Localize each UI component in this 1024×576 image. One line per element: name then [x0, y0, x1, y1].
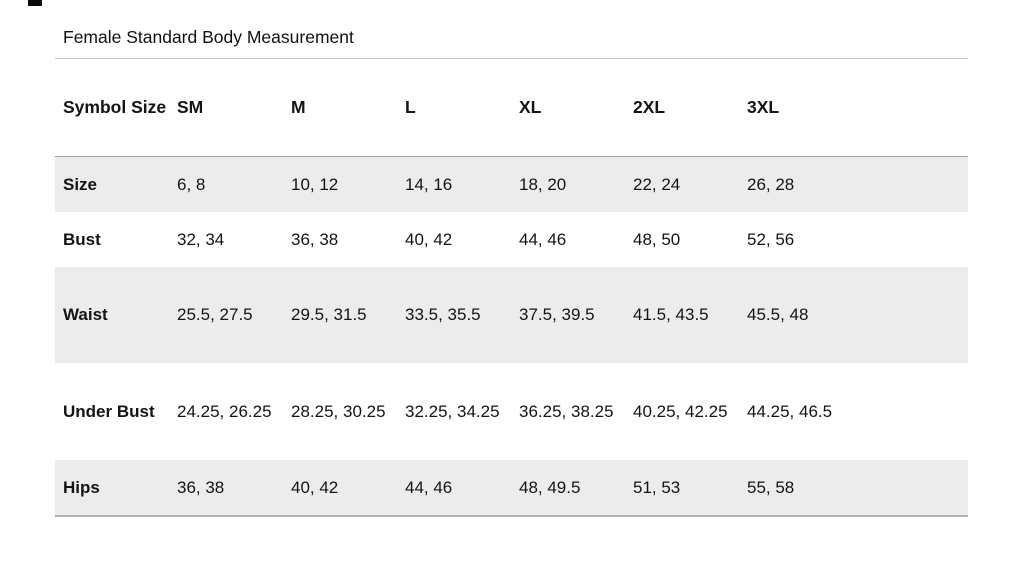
cell: 40, 42 — [405, 229, 453, 249]
header-cell-m: M — [291, 97, 306, 117]
cell: 36.25, 38.25 — [519, 401, 614, 421]
cell: 40.25, 42.25 — [633, 401, 728, 421]
cell: 26, 28 — [747, 174, 795, 194]
header-cell-l: L — [405, 97, 416, 117]
cell: 6, 8 — [177, 174, 206, 194]
header-cell-xl: XL — [519, 97, 542, 117]
cell: 44, 46 — [405, 477, 453, 497]
cell: 44.25, 46.5 — [747, 401, 833, 421]
cell: 44, 46 — [519, 229, 567, 249]
corner-mark — [28, 0, 42, 6]
cell: 36, 38 — [177, 477, 225, 497]
table-row-waist: Waist 25.5, 27.5 29.5, 31.5 33.5, 35.5 3… — [55, 267, 968, 363]
cell: 29.5, 31.5 — [291, 305, 367, 324]
row-label: Size — [63, 174, 98, 194]
table-row-bust: Bust 32, 34 36, 38 40, 42 44, 46 48, 50 … — [55, 212, 968, 267]
table-row-under-bust: Under Bust 24.25, 26.25 28.25, 30.25 32.… — [55, 363, 968, 460]
cell: 25.5, 27.5 — [177, 305, 253, 324]
table-row-hips: Hips 36, 38 40, 42 44, 46 48, 49.5 51, 5… — [55, 460, 968, 515]
row-label: Bust — [63, 229, 101, 249]
cell: 18, 20 — [519, 174, 567, 194]
cell: 32, 34 — [177, 229, 225, 249]
cell: 36, 38 — [291, 229, 339, 249]
cell: 28.25, 30.25 — [291, 401, 386, 421]
cell: 10, 12 — [291, 174, 339, 194]
cell: 45.5, 48 — [747, 305, 809, 324]
cell: 48, 50 — [633, 229, 681, 249]
header-cell-sm: SM — [177, 97, 204, 117]
cell: 32.25, 34.25 — [405, 401, 500, 421]
measurement-table: Symbol Size SM M L XL 2XL 3XL Size 6, 8 … — [55, 58, 968, 517]
cell: 37.5, 39.5 — [519, 305, 595, 324]
cell: 51, 53 — [633, 477, 681, 497]
cell: 24.25, 26.25 — [177, 401, 272, 421]
cell: 41.5, 43.5 — [633, 305, 709, 324]
row-label: Hips — [63, 477, 100, 497]
cell: 48, 49.5 — [519, 477, 581, 497]
row-label: Under Bust — [63, 401, 155, 421]
header-cell-3xl: 3XL — [747, 97, 780, 117]
cell: 14, 16 — [405, 174, 453, 194]
cell: 22, 24 — [633, 174, 681, 194]
cell: 33.5, 35.5 — [405, 305, 481, 324]
page-title: Female Standard Body Measurement — [63, 27, 354, 47]
cell: 55, 58 — [747, 477, 795, 497]
header-cell-2xl: 2XL — [633, 97, 666, 117]
table-row-size: Size 6, 8 10, 12 14, 16 18, 20 22, 24 26… — [55, 157, 968, 212]
table-header-row: Symbol Size SM M L XL 2XL 3XL — [55, 59, 968, 157]
row-label: Waist — [63, 305, 108, 324]
header-cell-symbol-size: Symbol Size — [63, 97, 167, 117]
cell: 40, 42 — [291, 477, 339, 497]
cell: 52, 56 — [747, 229, 795, 249]
